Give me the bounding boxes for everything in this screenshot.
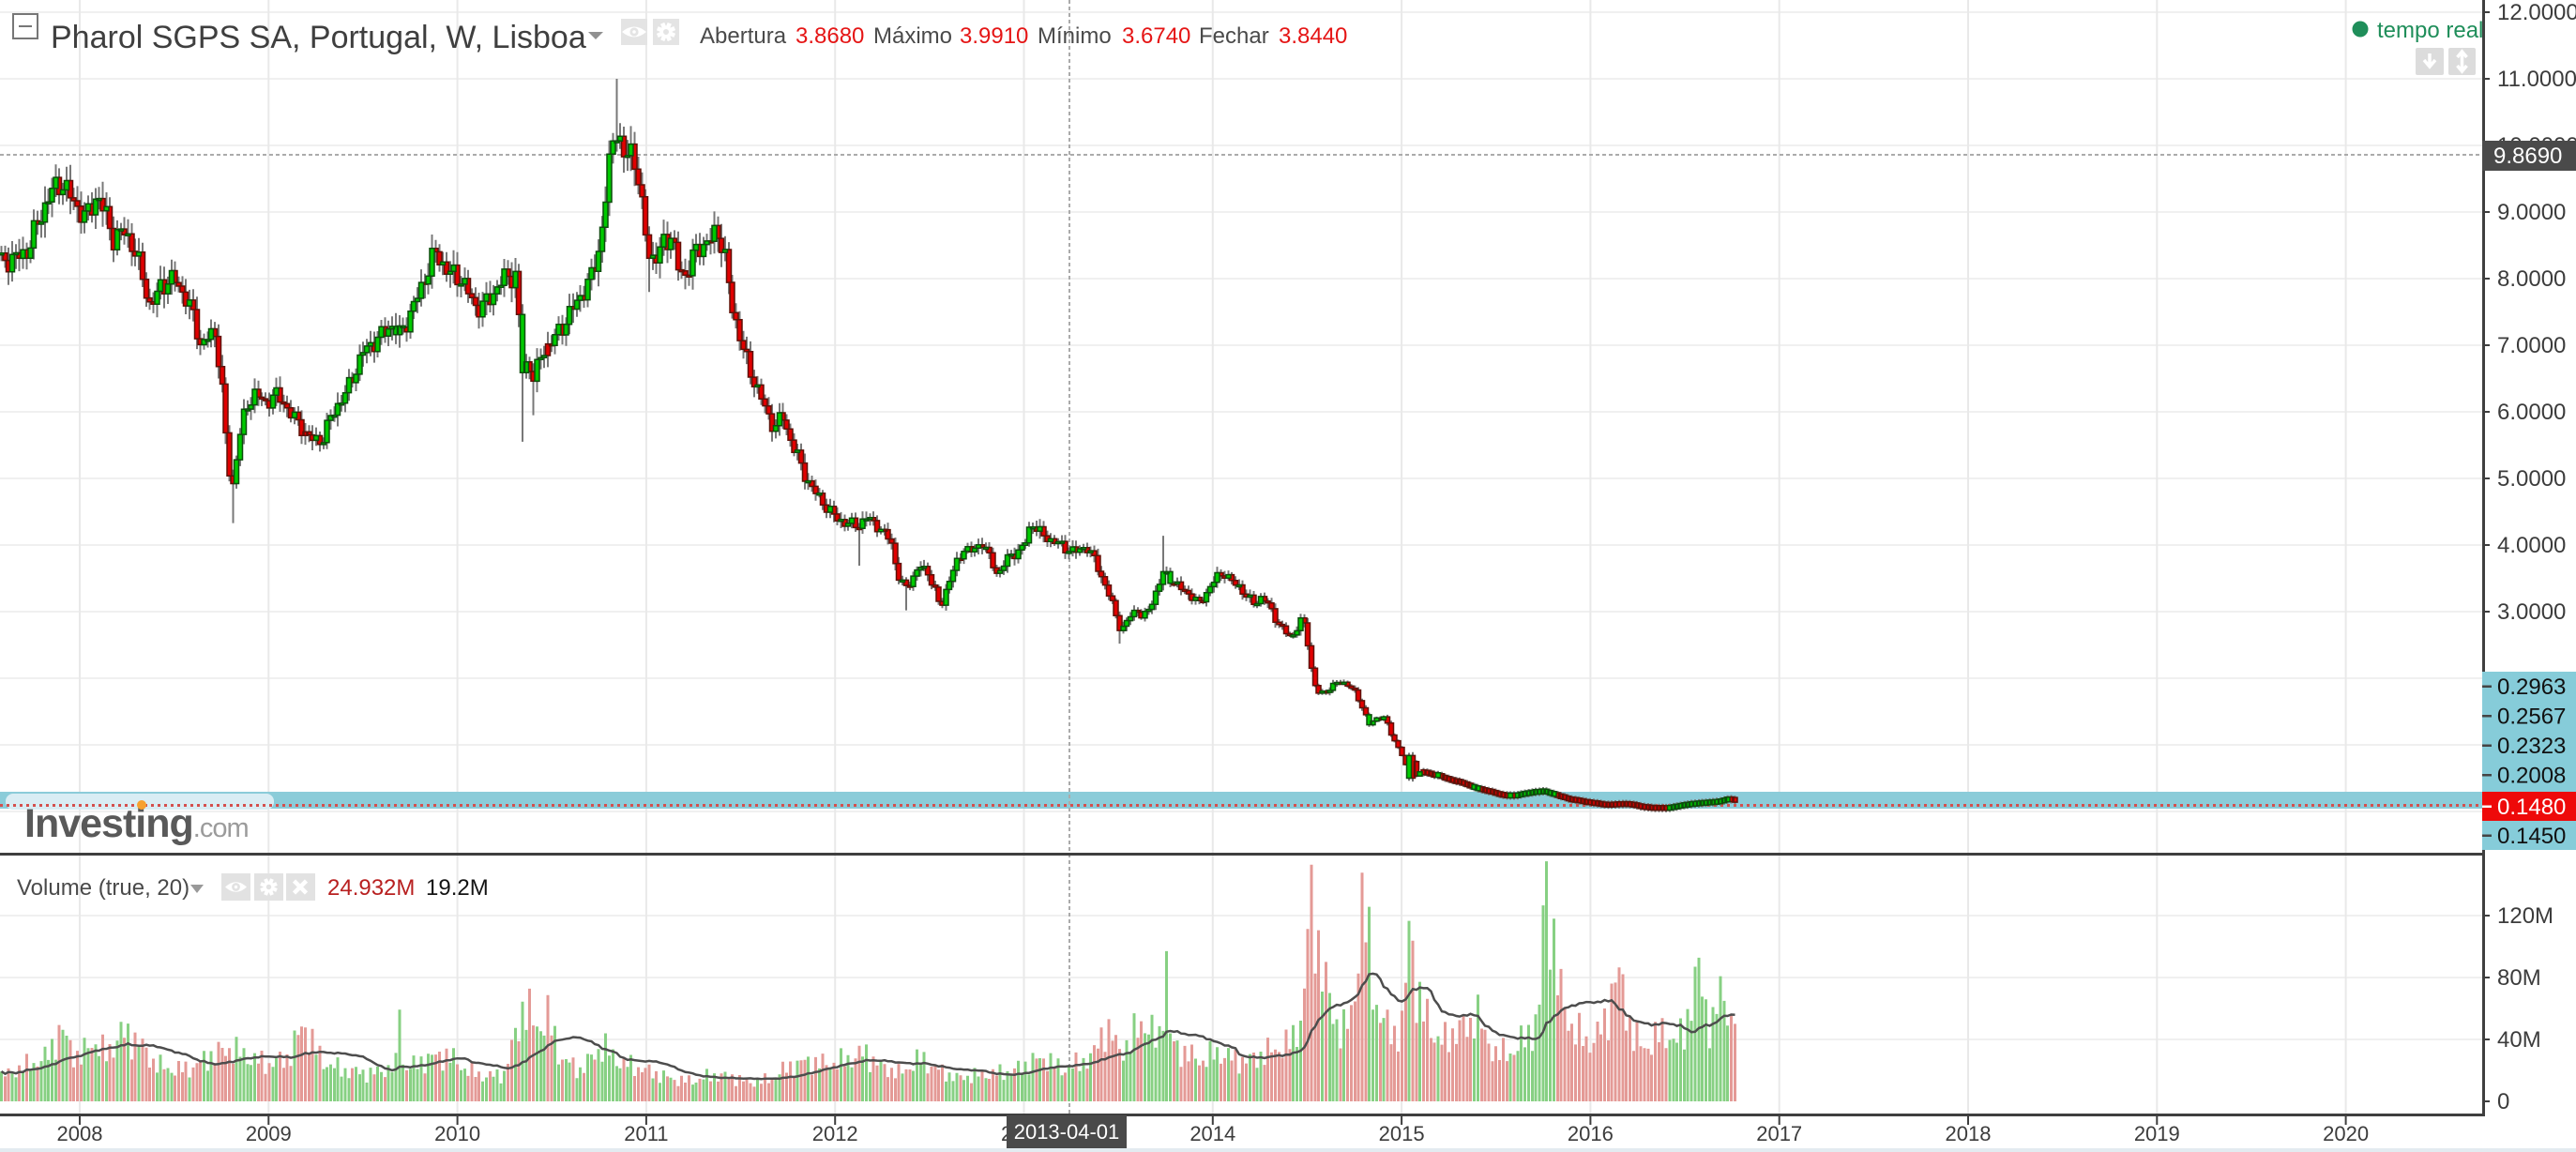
- svg-text:120M: 120M: [2497, 903, 2553, 929]
- svg-text:6.0000: 6.0000: [2497, 400, 2566, 425]
- svg-text:3.8440: 3.8440: [1279, 23, 1347, 49]
- svg-text:3.0000: 3.0000: [2497, 599, 2566, 625]
- svg-text:0: 0: [2497, 1089, 2509, 1114]
- svg-text:2011: 2011: [624, 1122, 668, 1145]
- svg-text:11.0000: 11.0000: [2497, 67, 2576, 92]
- svg-text:80M: 80M: [2497, 965, 2541, 991]
- svg-text:Volume (true, 20): Volume (true, 20): [17, 875, 189, 901]
- svg-text:0.1480: 0.1480: [2497, 795, 2566, 820]
- svg-text:0.2567: 0.2567: [2497, 705, 2566, 730]
- svg-text:40M: 40M: [2497, 1027, 2541, 1053]
- svg-text:2020: 2020: [2323, 1122, 2369, 1145]
- svg-text:2010: 2010: [434, 1122, 480, 1145]
- svg-text:0.2323: 0.2323: [2497, 734, 2566, 759]
- svg-text:3.6740: 3.6740: [1122, 23, 1190, 49]
- svg-text:Pharol SGPS SA, Portugal, W, L: Pharol SGPS SA, Portugal, W, Lisboa: [51, 20, 586, 55]
- svg-text:2016: 2016: [1568, 1122, 1614, 1145]
- svg-text:9.0000: 9.0000: [2497, 200, 2566, 225]
- svg-text:2014: 2014: [1190, 1122, 1235, 1145]
- svg-text:5.0000: 5.0000: [2497, 466, 2566, 492]
- svg-text:2013-04-01: 2013-04-01: [1014, 1120, 1120, 1144]
- svg-text:Fechar: Fechar: [1199, 23, 1269, 49]
- svg-text:12.0000: 12.0000: [2497, 0, 2576, 25]
- svg-text:4.0000: 4.0000: [2497, 533, 2566, 558]
- svg-text:0.2963: 0.2963: [2497, 675, 2566, 700]
- svg-text:0.2008: 0.2008: [2497, 764, 2566, 789]
- svg-text:tempo real: tempo real: [2377, 18, 2483, 43]
- svg-text:2015: 2015: [1379, 1122, 1425, 1145]
- svg-text:Mínimo: Mínimo: [1038, 23, 1112, 49]
- svg-text:2009: 2009: [246, 1122, 292, 1145]
- svg-text:8.0000: 8.0000: [2497, 266, 2566, 292]
- svg-text:2012: 2012: [812, 1122, 858, 1145]
- svg-text:Máximo: Máximo: [873, 23, 952, 49]
- svg-text:3.8680: 3.8680: [796, 23, 864, 49]
- svg-text:2008: 2008: [57, 1122, 103, 1145]
- svg-text:2018: 2018: [1946, 1122, 1992, 1145]
- svg-text:24.932M: 24.932M: [327, 875, 415, 901]
- svg-text:9.8690: 9.8690: [2493, 144, 2562, 169]
- svg-text:2017: 2017: [1756, 1122, 1802, 1145]
- svg-text:19.2M: 19.2M: [426, 875, 489, 901]
- svg-text:3.9910: 3.9910: [960, 23, 1028, 49]
- svg-text:2019: 2019: [2134, 1122, 2180, 1145]
- svg-text:0.1450: 0.1450: [2497, 824, 2566, 849]
- svg-text:Abertura: Abertura: [700, 23, 787, 49]
- svg-text:7.0000: 7.0000: [2497, 333, 2566, 358]
